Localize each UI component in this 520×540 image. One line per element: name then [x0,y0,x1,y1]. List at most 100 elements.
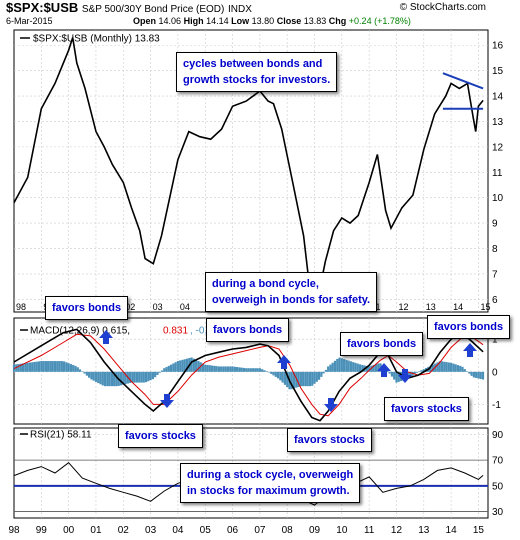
macd-histogram-bar [101,371,104,386]
macd-legend-label: MACD(12,26,9) 0.615, [30,326,130,337]
macd-histogram-bar [308,371,312,387]
macd-histogram-bar [78,369,82,372]
macd-histogram-bar [393,371,396,380]
annotation-cycles: cycles between bonds and growth stocks f… [176,52,338,92]
favors-bonds-arrow-4 [463,343,477,357]
macd-histogram-bar [222,366,225,372]
macd-histogram-bar [53,361,57,372]
macd-histogram-bar [179,360,182,372]
symbol: $SPX:$USB [6,0,79,15]
macd-histogram-bar [276,371,280,379]
macd-histogram-bar [158,371,161,373]
macd-histogram-bar [240,367,243,372]
x-axis-tick-label: 11 [364,525,375,536]
macd-histogram-bar [103,371,107,387]
macd-histogram-bar [142,371,145,383]
macd-histogram-bar [115,371,118,387]
macd-histogram-bar [356,363,359,372]
x-axis-tick-label: 08 [282,525,294,536]
favors-stocks-arrow-3 [398,369,412,383]
macd-histogram-bar [454,364,457,372]
macd-histogram-bar [365,365,368,372]
macd-histogram-bar [190,357,193,372]
price-tick-label: 12 [492,142,504,153]
annotation-favors-stocks-2: favors stocks [287,428,372,452]
price-x-tick-label: 15 [480,302,490,312]
macd-histogram-bar [90,371,93,380]
rsi-legend-label: RSI(21) 58.11 [30,430,92,441]
macd-histogram-bar [354,362,357,372]
macd-histogram-bar [292,371,296,389]
chart-date: 6-Mar-2015 [6,16,53,26]
x-axis-tick-label: 13 [418,525,430,536]
macd-histogram-bar [110,371,113,387]
macd-histogram-bar [81,371,84,372]
macd-histogram-bar [47,361,50,372]
description: S&P 500/30Y Bond Price (EOD) [81,4,225,15]
macd-signal-legend: 0.831 [163,326,188,337]
macd-histogram-bar [372,364,375,372]
macd-histogram-bar [329,364,332,372]
macd-histogram-bar [388,371,391,374]
macd-histogram-bar [331,362,334,372]
macd-histogram-bar [320,371,323,377]
macd-histogram-bar [22,363,25,372]
macd-histogram-bar [349,361,353,372]
price-tick-label: 16 [492,41,504,52]
price-x-tick-label: 14 [453,302,463,312]
macd-histogram-bar [181,359,184,372]
macd-histogram-bar [215,366,218,372]
favors-bonds-arrow-3 [377,363,391,377]
macd-histogram-bar [413,371,416,375]
annotation-favors-bonds-4: favors bonds [427,315,511,339]
macd-histogram-bar [254,368,257,372]
macd-histogram-bar [160,370,164,372]
macd-histogram-bar [279,371,282,381]
macd-histogram-bar [108,371,111,387]
rsi-tick-label: 50 [492,481,504,492]
macd-histogram-bar [85,371,88,376]
macd-histogram-bar [324,369,328,372]
macd-histogram-bar [42,361,45,372]
macd-histogram-bar [251,368,255,372]
price-x-tick-label: 03 [153,302,163,312]
open-value: 14.06 [158,16,182,26]
macd-histogram-bar [415,371,419,373]
annotation-favors-bonds-1: favors bonds [45,296,129,320]
macd-histogram-bar [163,368,166,372]
macd-histogram-bar [463,369,466,372]
macd-histogram-bar [17,364,20,372]
macd-histogram-bar [226,366,230,372]
price-series-line [13,37,484,310]
macd-histogram-bar [418,371,421,372]
macd-histogram-bar [65,362,68,372]
macd-histogram-bar [422,369,425,372]
x-axis-tick-label: 15 [473,525,485,536]
macd-histogram-bar [336,358,339,372]
macd-histogram-bar [468,371,471,374]
trend-line-0 [442,72,484,90]
annotation-favors-bonds-3: favors bonds [340,332,424,356]
macd-histogram-bar [197,361,200,372]
macd-histogram-bar [210,365,214,372]
macd-histogram-bar [62,361,66,372]
x-axis-tick-label: 04 [172,525,184,536]
macd-histogram-bar [88,371,91,378]
favors-bonds-arrow-1 [99,330,113,344]
macd-histogram-bar [361,364,364,372]
price-tick-label: 13 [492,117,504,128]
close-value: 13.83 [303,16,327,26]
macd-histogram-bar [438,361,441,372]
macd-histogram-bar [231,366,234,372]
macd-histogram-bar [386,370,389,372]
high-value: 14.14 [206,16,229,26]
x-axis-tick-label: 07 [254,525,266,536]
macd-histogram-bar [119,371,123,386]
macd-histogram-bar [74,365,77,372]
macd-histogram-bar [176,361,180,372]
macd-histogram-bar [213,365,216,372]
macd-histogram-bar [238,367,241,372]
ohlc-readout: Open 14.06 High 14.14 Low 13.80 Close 13… [133,16,411,26]
panel-frame-0 [13,29,489,313]
macd-histogram-bar [56,361,59,372]
